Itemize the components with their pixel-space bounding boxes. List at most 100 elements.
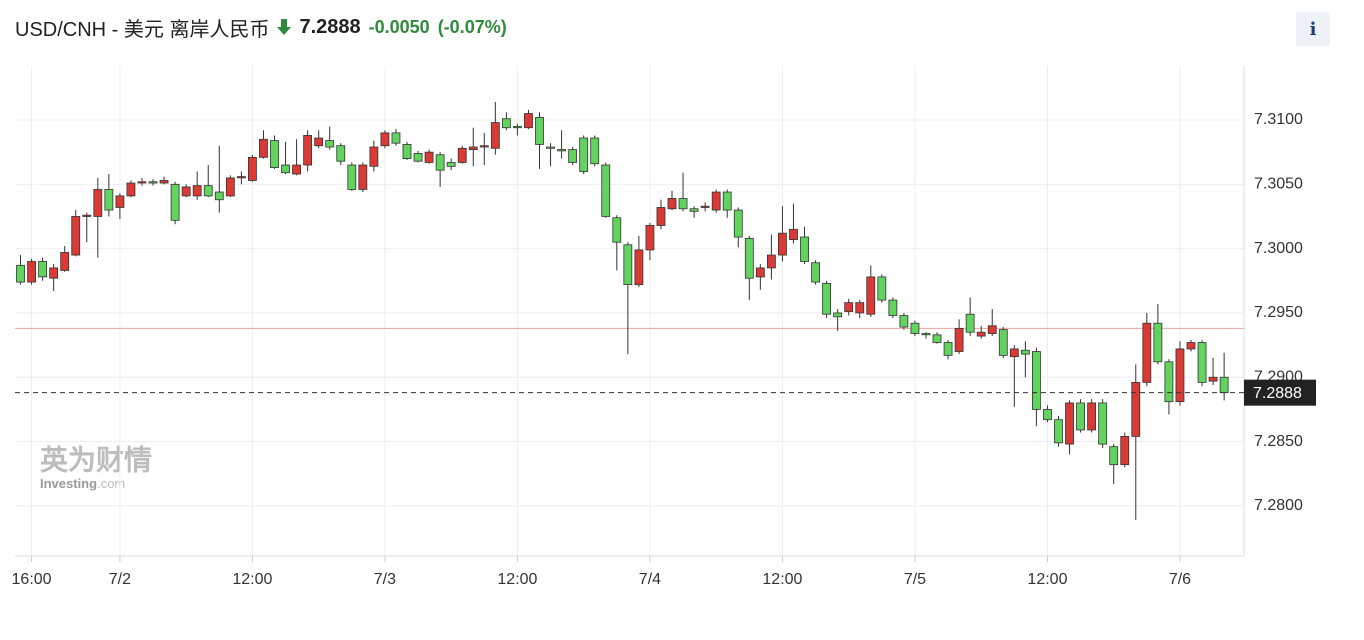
candle-body (1065, 402, 1074, 445)
candle-body (1032, 351, 1041, 410)
header: USD/CNH - 美元 离岸人民币 7.2888 -0.0050 (-0.07… (15, 12, 507, 42)
candle-body (104, 189, 114, 211)
y-tick-label: 7.3050 (1254, 176, 1303, 193)
x-tick-label: 7/2 (109, 571, 131, 588)
candle-body (402, 144, 412, 159)
candle-body (800, 236, 809, 262)
candle-body (336, 145, 346, 162)
candle-body (181, 186, 191, 197)
candle-body (1109, 446, 1119, 466)
y-tick-label: 7.2950 (1254, 304, 1303, 321)
candle-body (1054, 419, 1063, 444)
candle-body (910, 322, 920, 334)
candle-body (159, 180, 169, 184)
candle-body (457, 147, 467, 163)
candle-body (568, 149, 578, 163)
candle-body (435, 154, 445, 171)
candle-body (546, 146, 555, 149)
candle-body (1098, 402, 1108, 445)
candle-body (888, 299, 898, 316)
last-price-tag (1244, 379, 1316, 406)
candle-body (126, 182, 136, 197)
candle-body (524, 113, 533, 129)
candle-body (899, 315, 909, 328)
candle-body (1009, 348, 1019, 358)
candle-body (225, 177, 235, 197)
candle-body (954, 327, 964, 352)
candle-body (689, 208, 699, 212)
candle-body (965, 313, 975, 333)
y-tick-label: 7.2850 (1254, 433, 1303, 450)
candle-body (822, 282, 832, 315)
candle-body (1153, 322, 1163, 363)
candle-body (634, 249, 644, 286)
candle-body (413, 153, 423, 162)
y-tick-label: 7.2900 (1254, 368, 1303, 385)
candle-body (1197, 342, 1207, 383)
candle-body (678, 198, 688, 210)
candle-body (1087, 402, 1097, 431)
candle-body (115, 195, 125, 208)
candle-body (490, 122, 500, 149)
candle-body (292, 164, 301, 175)
candle-body (49, 267, 59, 279)
candle-body (248, 156, 257, 181)
candle-body (1131, 381, 1141, 437)
candle-body (137, 181, 147, 184)
candle-body (601, 164, 611, 217)
candle-body (259, 138, 268, 158)
candle-body (303, 135, 313, 166)
candle-body (1020, 349, 1030, 355)
candle-body (590, 137, 600, 165)
candle-body (789, 228, 798, 241)
x-tick-label: 7/4 (639, 571, 661, 588)
candle-body (203, 185, 213, 197)
y-tick-label: 7.3000 (1254, 240, 1303, 257)
candle-body (612, 217, 622, 243)
candle-body (557, 149, 566, 152)
candle-body (214, 191, 224, 201)
candle-body (833, 312, 843, 318)
candle-body (369, 146, 379, 167)
candle-body (170, 183, 180, 221)
candle-body (93, 189, 103, 217)
candle-body (645, 225, 655, 251)
y-tick-label: 7.2800 (1254, 497, 1303, 514)
candle-body (579, 137, 589, 172)
candle-body (38, 261, 48, 278)
candle-body (866, 276, 876, 315)
candle-body (667, 198, 677, 210)
watermark-brand-name: Investing (40, 476, 97, 491)
watermark-brand: Investing.com (40, 476, 125, 491)
candle-body (656, 207, 666, 226)
candle-body (236, 176, 246, 179)
candle-body (844, 302, 854, 313)
candle-body (501, 118, 511, 129)
candle-body (921, 333, 931, 336)
candle-body (446, 162, 456, 167)
candle-body (380, 132, 390, 147)
title: USD/CNH - 美元 离岸人民币 (15, 18, 270, 41)
candle-body (1164, 361, 1174, 403)
candle-body (535, 117, 544, 145)
info-button[interactable]: i (1296, 12, 1330, 46)
candle-body (855, 302, 865, 314)
watermark-domain: .com (97, 476, 125, 491)
last-price-tag-label: 7.2888 (1253, 385, 1302, 402)
candle-body (468, 146, 478, 150)
candle-body (1175, 348, 1185, 403)
candle-body (1208, 376, 1218, 382)
candle-body (192, 185, 202, 197)
candle-body (623, 244, 633, 286)
candle-body (60, 252, 70, 271)
candle-body (1186, 342, 1196, 350)
x-tick-label: 12:00 (497, 571, 537, 588)
candle-body (16, 264, 25, 283)
candle-body (1120, 435, 1130, 466)
x-tick-label: 7/5 (904, 571, 926, 588)
candle-body (1219, 376, 1229, 394)
x-tick-label: 12:00 (762, 571, 802, 588)
candle-body (281, 164, 290, 174)
